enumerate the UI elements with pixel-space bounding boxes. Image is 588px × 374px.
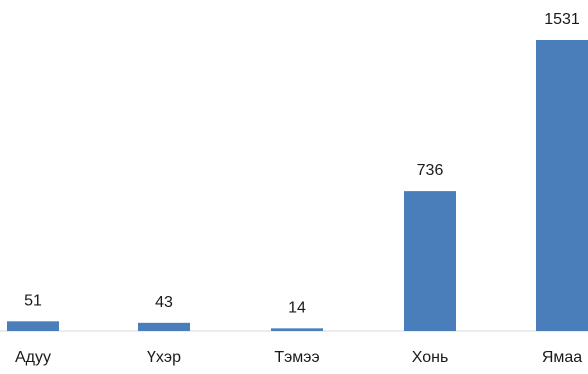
- data-label-2: 43: [155, 294, 173, 311]
- category-label-1: Адуу: [15, 349, 51, 366]
- bar-5: [536, 40, 588, 331]
- data-label-5: 1531: [544, 11, 580, 28]
- data-labels-group: 51 43 14 736 1531: [24, 11, 580, 316]
- bar-4: [404, 191, 456, 331]
- category-labels-group: Адуу Үхэр Тэмээ Хонь Ямаа: [15, 349, 582, 366]
- data-label-4: 736: [417, 162, 444, 179]
- category-label-4: Хонь: [412, 349, 449, 366]
- category-label-3: Тэмээ: [274, 349, 319, 366]
- data-label-1: 51: [24, 292, 42, 309]
- bars-group: [7, 40, 588, 331]
- bar-3: [271, 328, 323, 331]
- category-label-5: Ямаа: [542, 349, 582, 366]
- bar-1: [7, 321, 59, 331]
- bar-2: [138, 322, 190, 331]
- data-label-3: 14: [288, 299, 306, 316]
- category-label-2: Үхэр: [147, 349, 181, 366]
